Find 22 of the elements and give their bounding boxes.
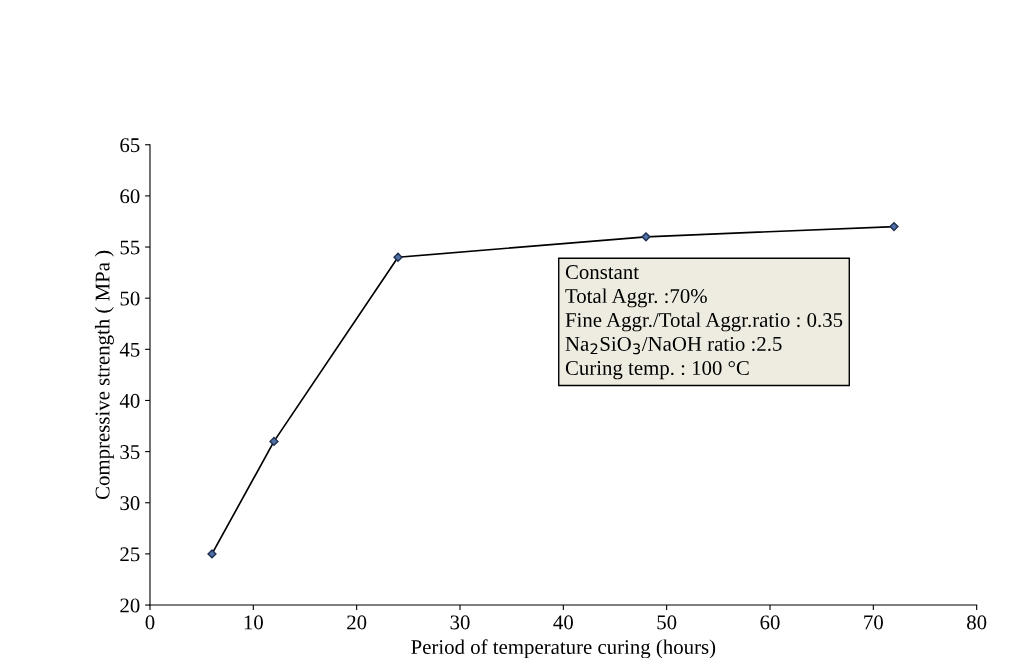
- y-tick-label: 40: [119, 393, 140, 408]
- y-tick-label: 50: [120, 291, 140, 306]
- x-tick-label: 30: [450, 615, 470, 630]
- y-tick-label: 55: [120, 240, 140, 255]
- y-tick-label: 25: [120, 547, 140, 562]
- y-tick-label: 65: [120, 138, 140, 153]
- x-tick-label: 70: [864, 615, 883, 630]
- x-tick-label: 10: [244, 615, 263, 630]
- x-tick-label: 50: [657, 615, 677, 630]
- y-axis-title: Compressive strength ( MPa ): [94, 250, 114, 500]
- x-tick-label: 40: [553, 615, 573, 630]
- y-tick-label: 45: [119, 342, 140, 357]
- y-tick-label: 30: [120, 496, 140, 511]
- x-axis-title: Period of temperature curing (hours): [411, 639, 716, 658]
- y-tick-label: 60: [120, 189, 140, 204]
- x-tick-label: 0: [145, 615, 155, 630]
- x-tick-label: 60: [760, 615, 780, 630]
- x-tick-label: 80: [967, 615, 987, 630]
- text: Constant Total Aggr. :70% Fine Aggr./Total Aggr.ratio : 0.35 Na$_{2}$SiO$_{3}$/NaOH ratio :2.5 Curing temp. : 100 °C: [565, 265, 843, 380]
- y-tick-label: 20: [120, 598, 140, 613]
- y-tick-label: 35: [120, 445, 140, 460]
- x-tick-label: 20: [347, 615, 367, 630]
